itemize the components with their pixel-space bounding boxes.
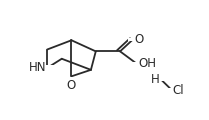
FancyBboxPatch shape [129, 38, 141, 41]
Text: O: O [135, 33, 144, 46]
FancyBboxPatch shape [165, 88, 181, 92]
Text: OH: OH [138, 57, 156, 70]
Text: O: O [67, 79, 76, 92]
Text: HN: HN [29, 61, 46, 75]
FancyBboxPatch shape [65, 77, 78, 81]
Text: H: H [151, 73, 160, 86]
FancyBboxPatch shape [37, 65, 55, 71]
FancyBboxPatch shape [155, 77, 165, 81]
FancyBboxPatch shape [129, 62, 147, 65]
Text: Cl: Cl [173, 84, 184, 97]
